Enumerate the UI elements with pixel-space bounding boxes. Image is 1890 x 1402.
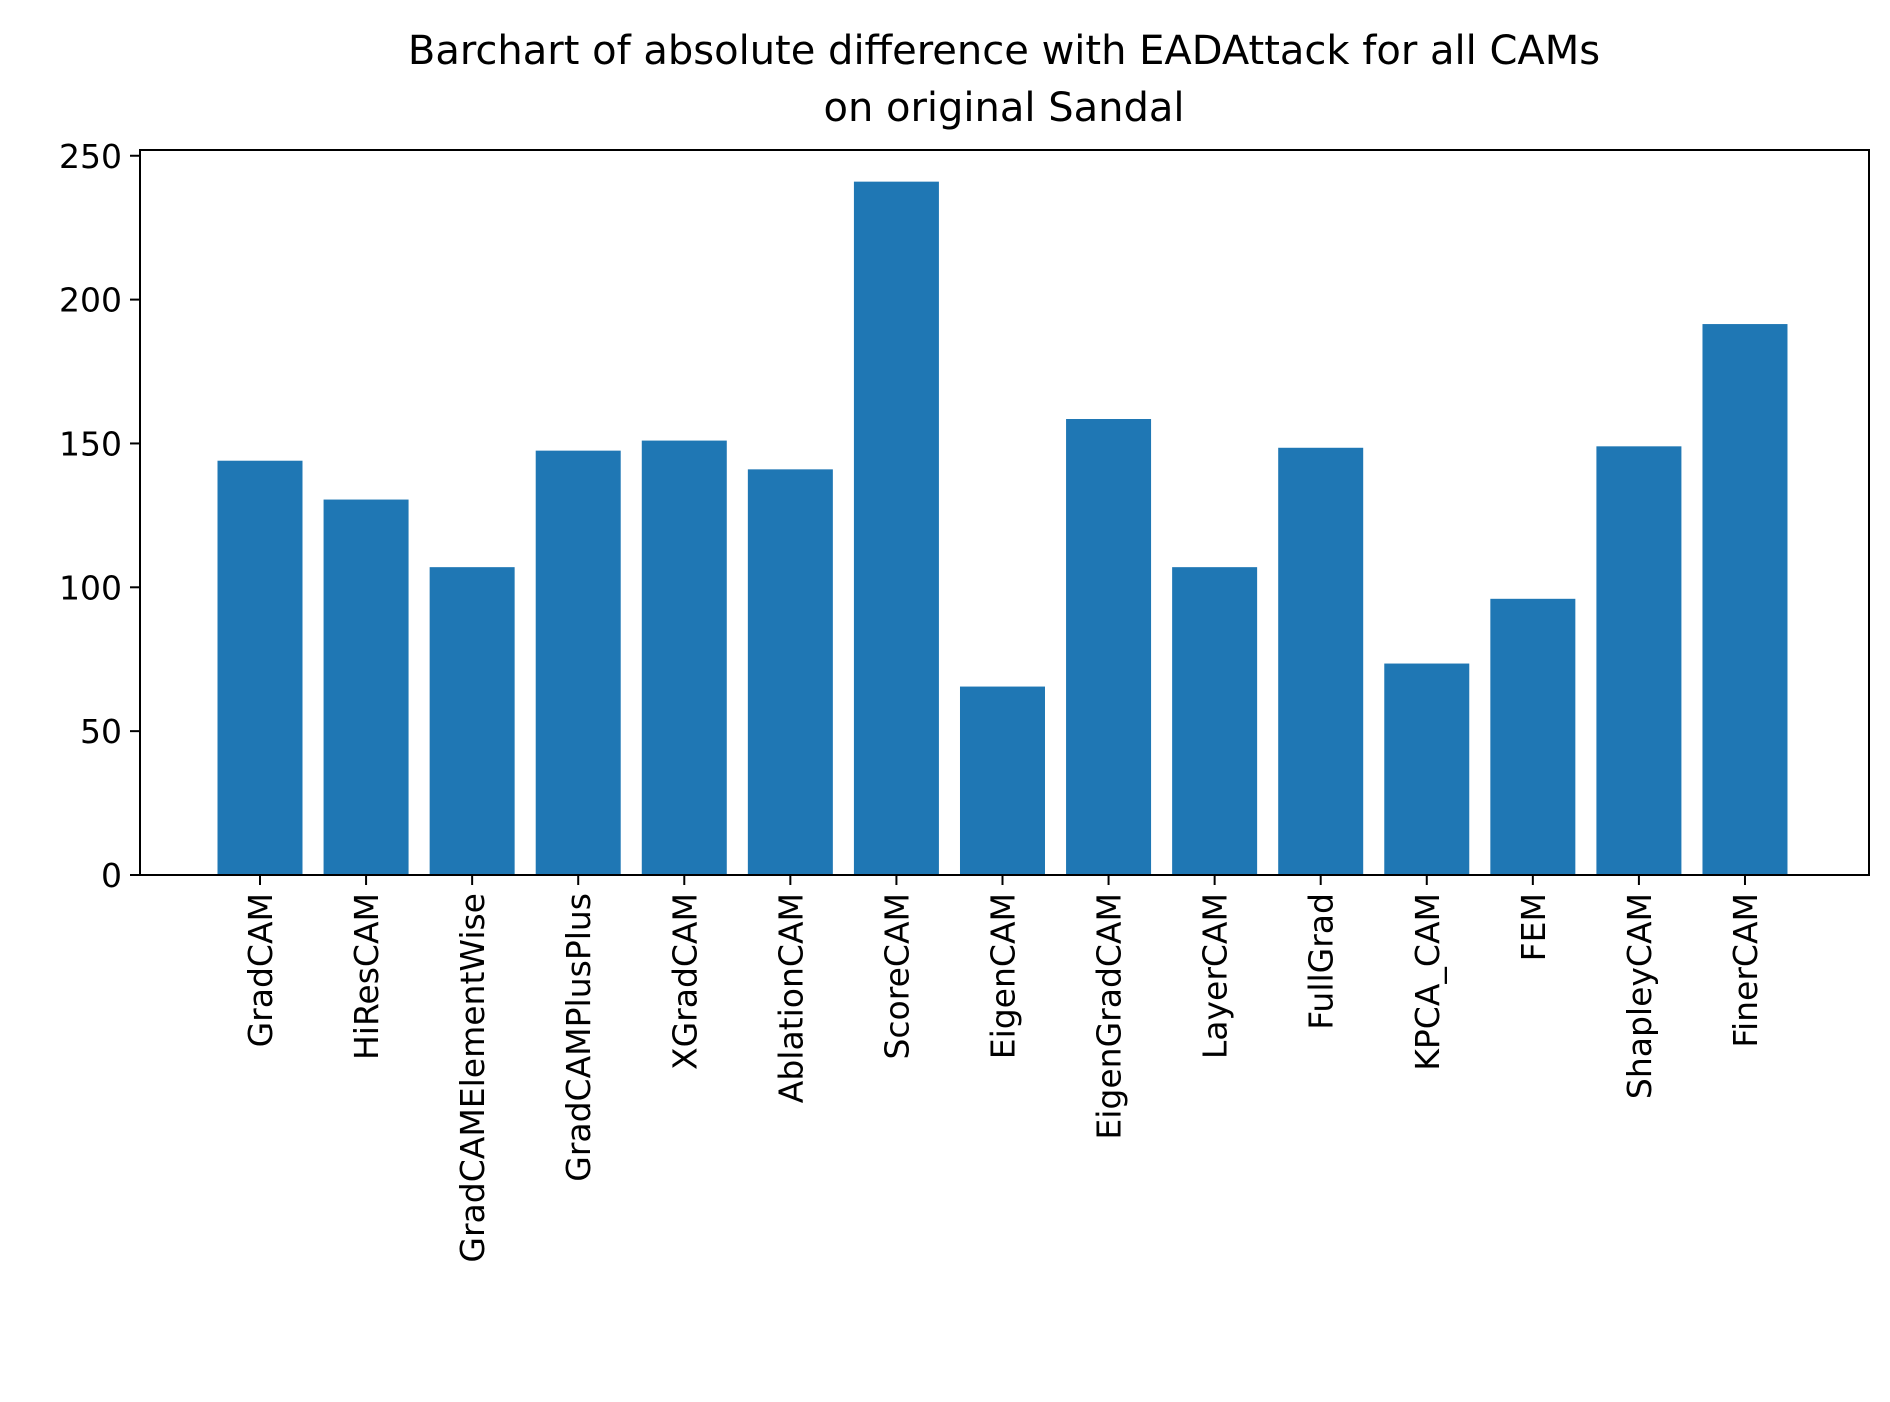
bar-xgradcam: [641, 440, 727, 875]
bar-eigengradcam: [1066, 419, 1152, 875]
y-tick-label: 50: [80, 712, 122, 751]
plot-frame: [139, 149, 1870, 876]
x-tick-label: FinerCAM: [1726, 893, 1765, 1048]
y-tick-label: 200: [59, 281, 122, 320]
bar-scorecam: [853, 181, 939, 875]
bar-kpca-cam: [1384, 663, 1470, 875]
bar-gradcamplusplus: [535, 450, 621, 875]
x-tick-label: HiResCAM: [347, 893, 386, 1060]
x-tick-label: EigenCAM: [983, 893, 1022, 1059]
bar-gradcamelementwise: [429, 567, 515, 875]
x-tick-label: FEM: [1514, 893, 1553, 961]
x-tick-label: EigenGradCAM: [1090, 893, 1129, 1140]
bar-fem: [1490, 598, 1576, 875]
y-tick-label: 250: [59, 137, 122, 176]
x-tick-label: GradCAMPlusPlus: [559, 893, 598, 1182]
bar-hirescam: [323, 499, 409, 875]
x-tick-label: ShapleyCAM: [1620, 893, 1659, 1099]
x-tick-label: KPCA_CAM: [1408, 893, 1447, 1071]
x-tick-label: AblationCAM: [771, 893, 810, 1103]
chart-subtitle: on original Sandal: [823, 85, 1184, 131]
x-tick-label: LayerCAM: [1196, 893, 1235, 1059]
bar-fullgrad: [1278, 447, 1364, 875]
bar-gradcam: [217, 460, 303, 875]
y-tick-label: 0: [101, 856, 122, 895]
bars-layer: [217, 181, 1788, 875]
x-tick-label: FullGrad: [1302, 893, 1341, 1030]
x-tick-label: ScoreCAM: [877, 893, 916, 1060]
chart-title: Barchart of absolute difference with EAD…: [408, 28, 1600, 74]
x-tick-label: GradCAMElementWise: [453, 893, 492, 1263]
y-axis: 0 50 100 150 200 250: [59, 137, 140, 895]
y-tick-label: 100: [59, 568, 122, 607]
bar-shapleycam: [1596, 446, 1682, 875]
bar-layercam: [1172, 567, 1258, 875]
bar-eigencam: [959, 686, 1045, 875]
x-tick-label: GradCAM: [241, 893, 280, 1047]
x-tick-label: XGradCAM: [665, 893, 704, 1070]
bar-finercam: [1702, 324, 1788, 875]
x-axis: GradCAM HiResCAM GradCAMElementWise GradCAM…: [241, 875, 1765, 1263]
bar-ablationcam: [747, 469, 833, 875]
y-tick-label: 150: [59, 424, 122, 463]
